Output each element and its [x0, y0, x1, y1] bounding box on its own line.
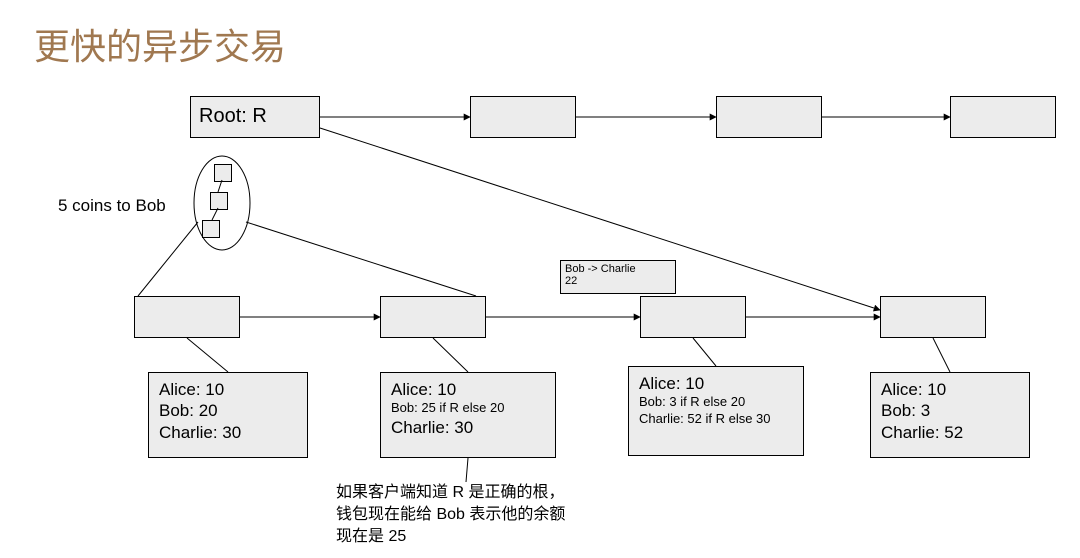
state-s2-line0: Alice: 10 — [391, 379, 545, 400]
node-bot1 — [134, 296, 240, 338]
caption-line2: 现在是 25 — [336, 526, 565, 548]
state-s1-line2: Charlie: 30 — [159, 422, 297, 443]
state-s2-line1: Bob: 25 if R else 20 — [391, 400, 545, 416]
state-s3-line2: Charlie: 52 if R else 30 — [639, 411, 793, 427]
node-root: Root: R — [190, 96, 320, 138]
node-top2 — [470, 96, 576, 138]
node-top3 — [716, 96, 822, 138]
caption-line1: 钱包现在能给 Bob 表示他的余额 — [336, 504, 565, 526]
state-s4-line0: Alice: 10 — [881, 379, 1019, 400]
state-s2-line2: Charlie: 30 — [391, 417, 545, 438]
mini-block-1 — [210, 192, 228, 210]
caption-line0: 如果客户端知道 R 是正确的根， — [336, 482, 565, 504]
state-s1-line0: Alice: 10 — [159, 379, 297, 400]
state-s3-line0: Alice: 10 — [639, 373, 793, 394]
state-s1: Alice: 10Bob: 20Charlie: 30 — [148, 372, 308, 458]
state-s4: Alice: 10Bob: 3Charlie: 52 — [870, 372, 1030, 458]
state-s4-line1: Bob: 3 — [881, 400, 1019, 421]
state-s4-line2: Charlie: 52 — [881, 422, 1019, 443]
node-top4 — [950, 96, 1056, 138]
mini-block-0 — [214, 164, 232, 182]
state-s1-line1: Bob: 20 — [159, 400, 297, 421]
node-bot4 — [880, 296, 986, 338]
state-s2: Alice: 10Bob: 25 if R else 20Charlie: 30 — [380, 372, 556, 458]
node-tx: Bob -> Charlie 22 — [560, 260, 676, 294]
node-bot3 — [640, 296, 746, 338]
coins-label: 5 coins to Bob — [58, 196, 166, 216]
page-title: 更快的异步交易 — [34, 18, 286, 70]
node-bot2 — [380, 296, 486, 338]
mini-block-2 — [202, 220, 220, 238]
state-s3: Alice: 10Bob: 3 if R else 20Charlie: 52 … — [628, 366, 804, 456]
caption: 如果客户端知道 R 是正确的根，钱包现在能给 Bob 表示他的余额现在是 25 — [336, 482, 565, 548]
state-s3-line1: Bob: 3 if R else 20 — [639, 394, 793, 410]
